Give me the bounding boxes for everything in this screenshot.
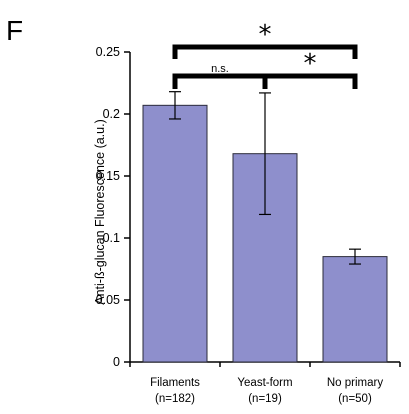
bar (322, 256, 388, 363)
bracket-ns (172, 73, 268, 89)
bracket-ns-label: n.s. (211, 63, 229, 75)
category-sublabel: (n=19) (248, 393, 282, 405)
y-tick-label: 0.2 (103, 107, 120, 121)
y-tick-label: 0.25 (96, 45, 120, 59)
bracket-inner-right (262, 73, 358, 89)
bracket-inner-right-label: * (304, 49, 317, 79)
category-sublabel: (n=182) (155, 393, 195, 405)
error-bars (169, 91, 361, 265)
category-label: Yeast-form (237, 377, 292, 389)
category-label: Filaments (150, 377, 200, 389)
category-labels: Filaments (n=182) Yeast-form (n=19) No prima… (150, 377, 383, 405)
panel-letter: F (6, 15, 23, 46)
bracket-outer-label: * (259, 20, 272, 50)
y-tick-label: 0.05 (96, 293, 120, 307)
y-tick-label: 0 (113, 355, 120, 369)
bracket-outer (172, 44, 358, 59)
category-label: No primary (327, 377, 383, 389)
y-axis-label: Anti-ß-glucan Fluorescence (a.u.) (93, 119, 107, 305)
significance-brackets: * n.s. * (172, 20, 358, 89)
y-tick-label: 0.15 (96, 169, 120, 183)
category-sublabel: (n=50) (338, 393, 372, 405)
bar (142, 104, 208, 363)
y-tick-label: 0.1 (103, 231, 120, 245)
